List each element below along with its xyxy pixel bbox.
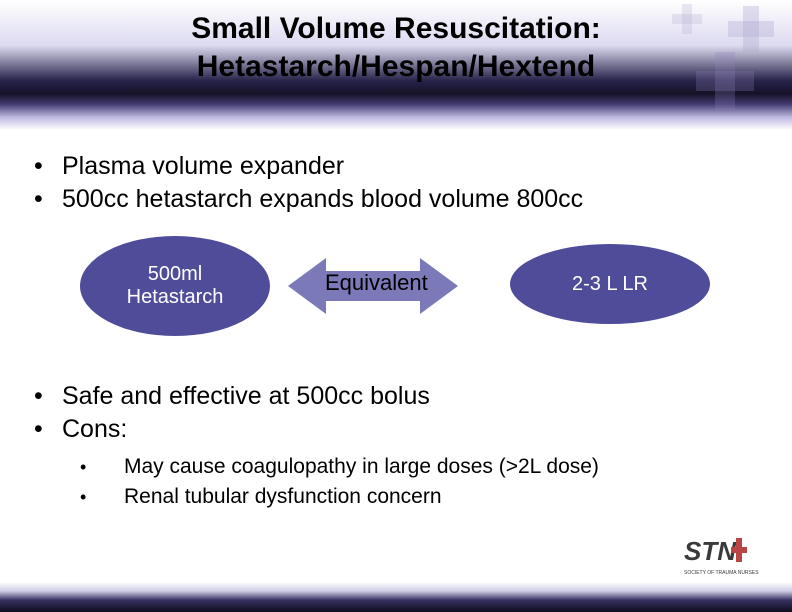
title-line-2: Hetastarch/Hespan/Hextend xyxy=(0,48,792,86)
top-bullet-list: Plasma volume expander 500cc hetastarch … xyxy=(34,150,754,216)
logo-subtext: SOCIETY OF TRAUMA NURSES xyxy=(684,570,759,576)
sub-bullet-item: May cause coagulopathy in large doses (>… xyxy=(80,452,740,482)
logo-text: STN xyxy=(684,536,737,566)
bullet-item: 500cc hetastarch expands blood volume 80… xyxy=(34,183,754,216)
diagram-node-hetastarch: 500ml Hetastarch xyxy=(80,236,270,336)
equivalence-diagram: 500ml Hetastarch Equivalent 2-3 L LR xyxy=(80,236,720,346)
footer-background xyxy=(0,582,792,612)
title-line-1: Small Volume Resuscitation: xyxy=(0,10,792,48)
bullet-item: Safe and effective at 500cc bolus xyxy=(34,380,754,413)
connector-label: Equivalent xyxy=(325,270,428,296)
bullet-item: Cons: xyxy=(34,413,754,446)
slide-title: Small Volume Resuscitation: Hetastarch/H… xyxy=(0,10,792,86)
node-label: 500ml xyxy=(148,263,202,286)
sub-bullet-item: Renal tubular dysfunction concern xyxy=(80,482,740,512)
node-label: 2-3 L LR xyxy=(572,273,648,296)
bullet-item: Plasma volume expander xyxy=(34,150,754,183)
diagram-node-lr: 2-3 L LR xyxy=(510,244,710,324)
node-label: Hetastarch xyxy=(127,286,224,309)
bottom-bullet-list: Safe and effective at 500cc bolus Cons: xyxy=(34,380,754,446)
stn-logo: STN SOCIETY OF TRAUMA NURSES xyxy=(684,530,774,580)
cons-sub-list: May cause coagulopathy in large doses (>… xyxy=(80,452,740,512)
